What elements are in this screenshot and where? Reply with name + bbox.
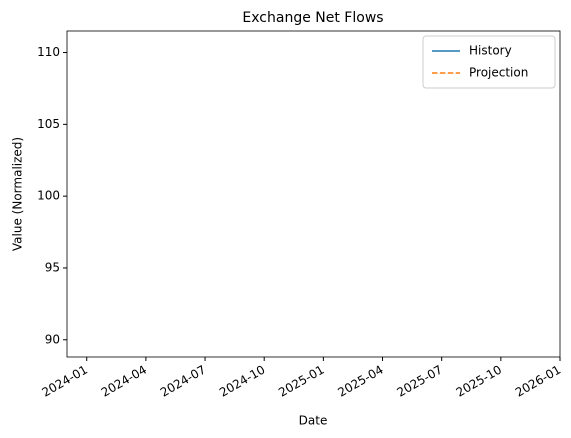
- y-tick-label: 95: [45, 260, 60, 274]
- x-tick-label: 2024-04: [99, 363, 149, 400]
- x-tick-label: 2024-10: [217, 363, 267, 400]
- plot-frame: [66, 30, 561, 358]
- x-tick-label: 2026-01: [513, 363, 563, 400]
- x-axis-label: Date: [299, 414, 328, 428]
- legend-box: [422, 35, 556, 89]
- legend-label: Projection: [469, 66, 528, 80]
- x-tick-label: 2025-04: [335, 363, 385, 400]
- y-tick-label: 105: [37, 117, 60, 131]
- y-axis-label: Value (Normalized): [11, 137, 25, 251]
- y-tick-label: 110: [37, 45, 60, 59]
- x-tick-label: 2025-01: [276, 363, 326, 400]
- y-tick-label: 90: [45, 332, 60, 346]
- legend-label: History: [469, 44, 512, 58]
- y-tick-label: 100: [37, 189, 60, 203]
- x-tick-label: 2024-01: [40, 363, 90, 400]
- chart-title: Exchange Net Flows: [242, 10, 383, 26]
- x-tick-label: 2025-10: [454, 363, 504, 400]
- x-tick-label: 2025-07: [395, 363, 445, 400]
- x-tick-label: 2024-07: [158, 363, 208, 400]
